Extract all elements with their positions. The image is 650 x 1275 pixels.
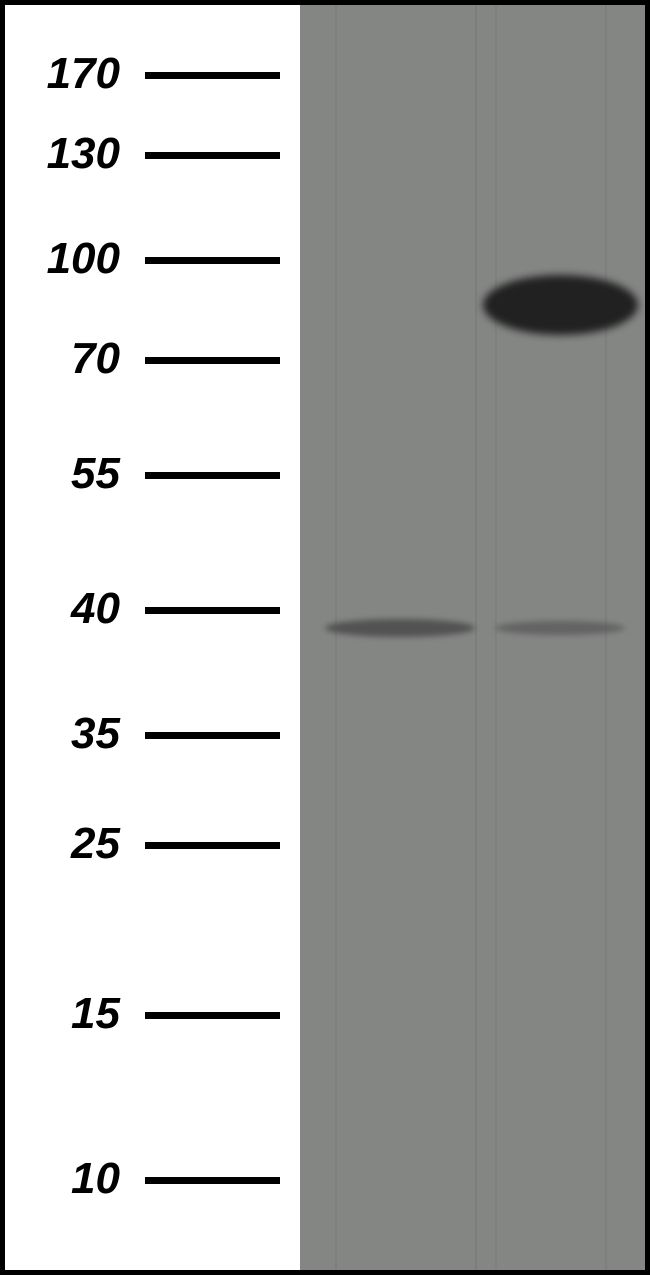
- film-streak: [335, 5, 337, 1270]
- mw-marker-label: 55: [15, 449, 120, 499]
- figure-container: 170 130 100 70 55 40 35 25 15 10: [0, 0, 650, 1275]
- mw-marker-tick: [145, 257, 280, 264]
- mw-marker-label: 70: [15, 334, 120, 384]
- mw-marker-tick: [145, 1177, 280, 1184]
- molecular-weight-ladder-panel: [5, 5, 300, 1270]
- protein-band: [325, 619, 475, 637]
- mw-marker-tick: [145, 72, 280, 79]
- western-blot-membrane: [300, 5, 645, 1270]
- film-streak: [605, 5, 607, 1270]
- mw-marker-label: 25: [15, 819, 120, 869]
- mw-marker-tick: [145, 842, 280, 849]
- mw-marker-label: 130: [15, 129, 120, 179]
- mw-marker-tick: [145, 732, 280, 739]
- mw-marker-label: 10: [15, 1154, 120, 1204]
- mw-marker-label: 35: [15, 709, 120, 759]
- film-streak: [495, 5, 497, 1270]
- mw-marker-tick: [145, 357, 280, 364]
- mw-marker-label: 100: [15, 234, 120, 284]
- mw-marker-label: 170: [15, 49, 120, 99]
- mw-marker-label: 40: [15, 584, 120, 634]
- mw-marker-tick: [145, 1012, 280, 1019]
- protein-band: [483, 275, 638, 335]
- mw-marker-label: 15: [15, 989, 120, 1039]
- mw-marker-tick: [145, 152, 280, 159]
- mw-marker-tick: [145, 607, 280, 614]
- mw-marker-tick: [145, 472, 280, 479]
- protein-band: [495, 621, 625, 635]
- film-streak: [475, 5, 477, 1270]
